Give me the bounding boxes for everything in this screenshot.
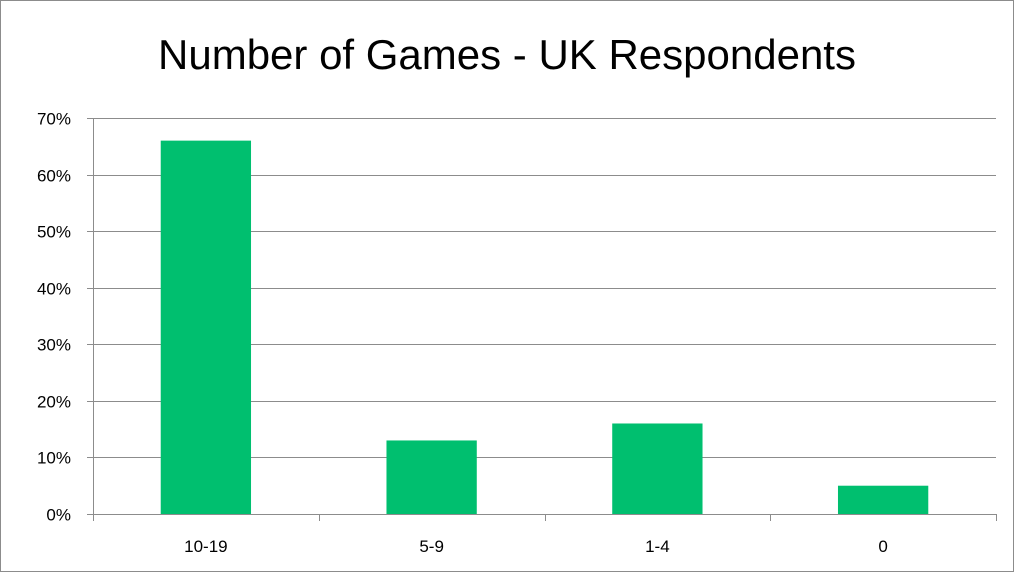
axes [93,118,997,521]
y-tick-label: 0% [46,506,71,525]
y-tick-label: 20% [37,393,71,412]
bar-1-4 [612,423,703,514]
bar-10-19 [160,140,252,514]
x-tick-label: 0 [878,537,887,556]
bars [160,140,929,514]
bar-5-9 [386,440,477,514]
y-tick-label: 70% [37,110,71,129]
y-tick-label: 50% [37,223,71,242]
y-tick-label: 10% [37,449,71,468]
x-axis-labels: 10-19 5-9 1-4 0 [184,537,888,556]
x-tick-label: 1-4 [645,537,670,556]
y-tick-label: 30% [37,336,71,355]
x-tick-label: 10-19 [184,537,227,556]
x-tick-label: 5-9 [419,537,444,556]
y-axis-labels: 0% 10% 20% 30% 40% 50% 60% 70% [37,110,71,525]
y-tick-label: 60% [37,167,71,186]
y-tick-label: 40% [37,280,71,299]
chart-title: Number of Games - UK Respondents [158,31,856,78]
bar-0 [837,485,929,514]
